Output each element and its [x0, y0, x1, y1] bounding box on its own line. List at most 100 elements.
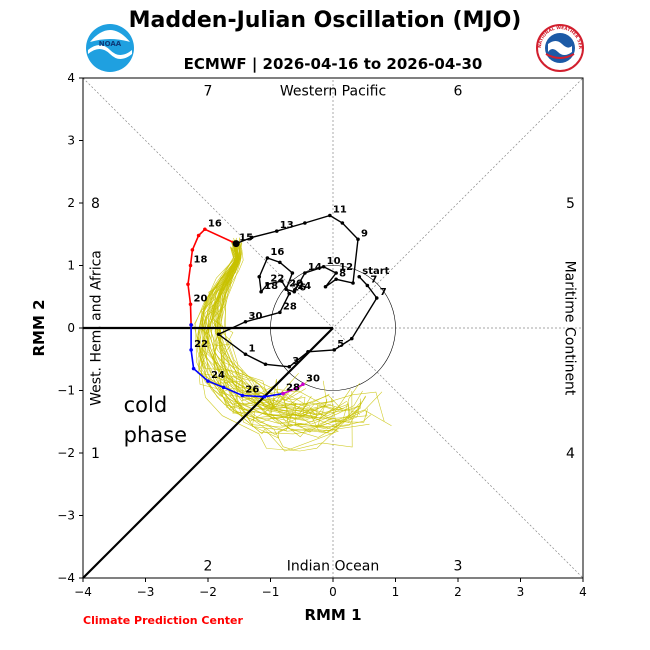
observed-track-point — [365, 283, 370, 288]
y-tick-label: 4 — [67, 71, 75, 85]
observed-track-point — [292, 289, 297, 294]
forecast-point — [188, 263, 193, 268]
y-tick-label: 3 — [67, 134, 75, 148]
observed-track-point — [328, 213, 332, 218]
observed-track-point — [303, 271, 307, 275]
day-label: 7 — [370, 275, 377, 286]
forecast-point — [262, 394, 267, 399]
ensemble-member-tracks — [193, 237, 392, 452]
observed-track-point — [357, 274, 362, 279]
observed-track-point — [374, 296, 379, 300]
observed-track-point — [278, 260, 282, 265]
region-label-left: West. Hem. and Africa — [89, 250, 105, 406]
forecast-point — [293, 386, 298, 391]
observed-track-point — [351, 281, 355, 285]
forecast-point — [301, 382, 305, 387]
day-label: 11 — [333, 205, 347, 216]
observed-track-point — [243, 352, 248, 357]
day-label: 28 — [283, 301, 297, 312]
y-tick-label: −3 — [57, 509, 75, 523]
ensemble-member-line — [201, 240, 338, 452]
day-label: 1 — [249, 343, 256, 354]
region-label-top: Western Pacific — [280, 84, 386, 100]
forecast-point — [188, 302, 193, 307]
y-tick-label: −1 — [57, 384, 75, 398]
y-tick-label: −4 — [57, 571, 75, 585]
x-axis-label: RMM 1 — [304, 606, 361, 624]
day-label: 28 — [286, 383, 300, 394]
credit-label: Climate Prediction Center — [83, 614, 243, 627]
observed-track-point — [278, 310, 282, 315]
day-label: 22 — [270, 273, 284, 284]
region-label-right: Maritime Continent — [562, 261, 578, 396]
observed-track-point — [287, 364, 292, 369]
observed-track-point — [323, 284, 328, 289]
noaa-logo: NOAA — [86, 24, 134, 72]
ensemble-member-line — [225, 241, 367, 421]
forecast-point — [240, 393, 245, 398]
forecast-point — [203, 227, 207, 232]
ensemble-member-line — [213, 237, 334, 418]
observed-track-point — [257, 274, 262, 279]
observed-track-point — [284, 287, 288, 292]
x-tick-label: 4 — [579, 585, 587, 599]
phase-number: 4 — [566, 446, 575, 462]
day-label: 22 — [194, 339, 208, 350]
cold-phase-label-line2: phase — [124, 423, 187, 447]
observed-track-point — [249, 235, 254, 240]
observed-track-point — [340, 221, 345, 225]
day-label: start — [362, 266, 389, 277]
day-label: 24 — [297, 281, 311, 292]
observed-track-point — [243, 319, 248, 324]
forecast-point — [281, 391, 285, 396]
phase-number: 1 — [91, 446, 100, 462]
cold-phase-label-line1: cold — [124, 393, 168, 417]
x-tick-label: 3 — [517, 585, 525, 599]
y-tick-label: 0 — [67, 321, 75, 335]
observed-track-point — [216, 332, 221, 337]
observed-track-point — [287, 291, 292, 296]
ensemble-member-line — [222, 247, 326, 407]
observed-track-point — [334, 271, 338, 275]
observed-track-point — [259, 289, 263, 294]
day-labels: start77531302826221816202414101289111315… — [194, 205, 390, 396]
observed-track-point — [349, 336, 354, 341]
day-label: 12 — [339, 262, 353, 273]
phase-number: 5 — [566, 196, 575, 212]
forecast-point — [191, 366, 196, 371]
noaa-logo-text: NOAA — [99, 40, 122, 48]
forecast-point — [206, 379, 210, 383]
day-label: 13 — [280, 220, 294, 231]
day-label: 18 — [194, 255, 208, 266]
nws-logo: NATIONAL WEATHER SERVICE — [536, 24, 584, 72]
y-tick-label: 1 — [67, 259, 75, 273]
cold-phase-boundary — [82, 326, 334, 579]
cold-phase-diagonal-edge — [82, 327, 334, 579]
forecast-point — [189, 348, 193, 352]
day-label: 5 — [337, 339, 344, 350]
day-label: 20 — [289, 278, 303, 289]
forecast-point — [186, 282, 190, 287]
observed-track-point — [332, 348, 337, 352]
ensemble-member-line — [198, 241, 336, 420]
observed-track-point — [356, 237, 360, 242]
ensemble-member-line — [198, 241, 296, 431]
day-label: 30 — [249, 311, 263, 322]
x-tick-label: 0 — [329, 585, 337, 599]
day-label: 24 — [211, 370, 225, 381]
observed-track — [216, 213, 379, 369]
y-tick-label: 2 — [67, 196, 75, 210]
forecast-point — [189, 323, 193, 327]
day-label: 10 — [327, 256, 341, 267]
day-label: 7 — [380, 287, 387, 298]
x-tick-label: −3 — [137, 585, 155, 599]
forecast-segment-line — [190, 324, 284, 398]
day-label: 20 — [194, 293, 208, 304]
forecast-point — [196, 233, 201, 238]
x-tick-label: 2 — [454, 585, 462, 599]
forecast-start-marker — [232, 240, 240, 248]
observed-track-point — [290, 271, 295, 275]
